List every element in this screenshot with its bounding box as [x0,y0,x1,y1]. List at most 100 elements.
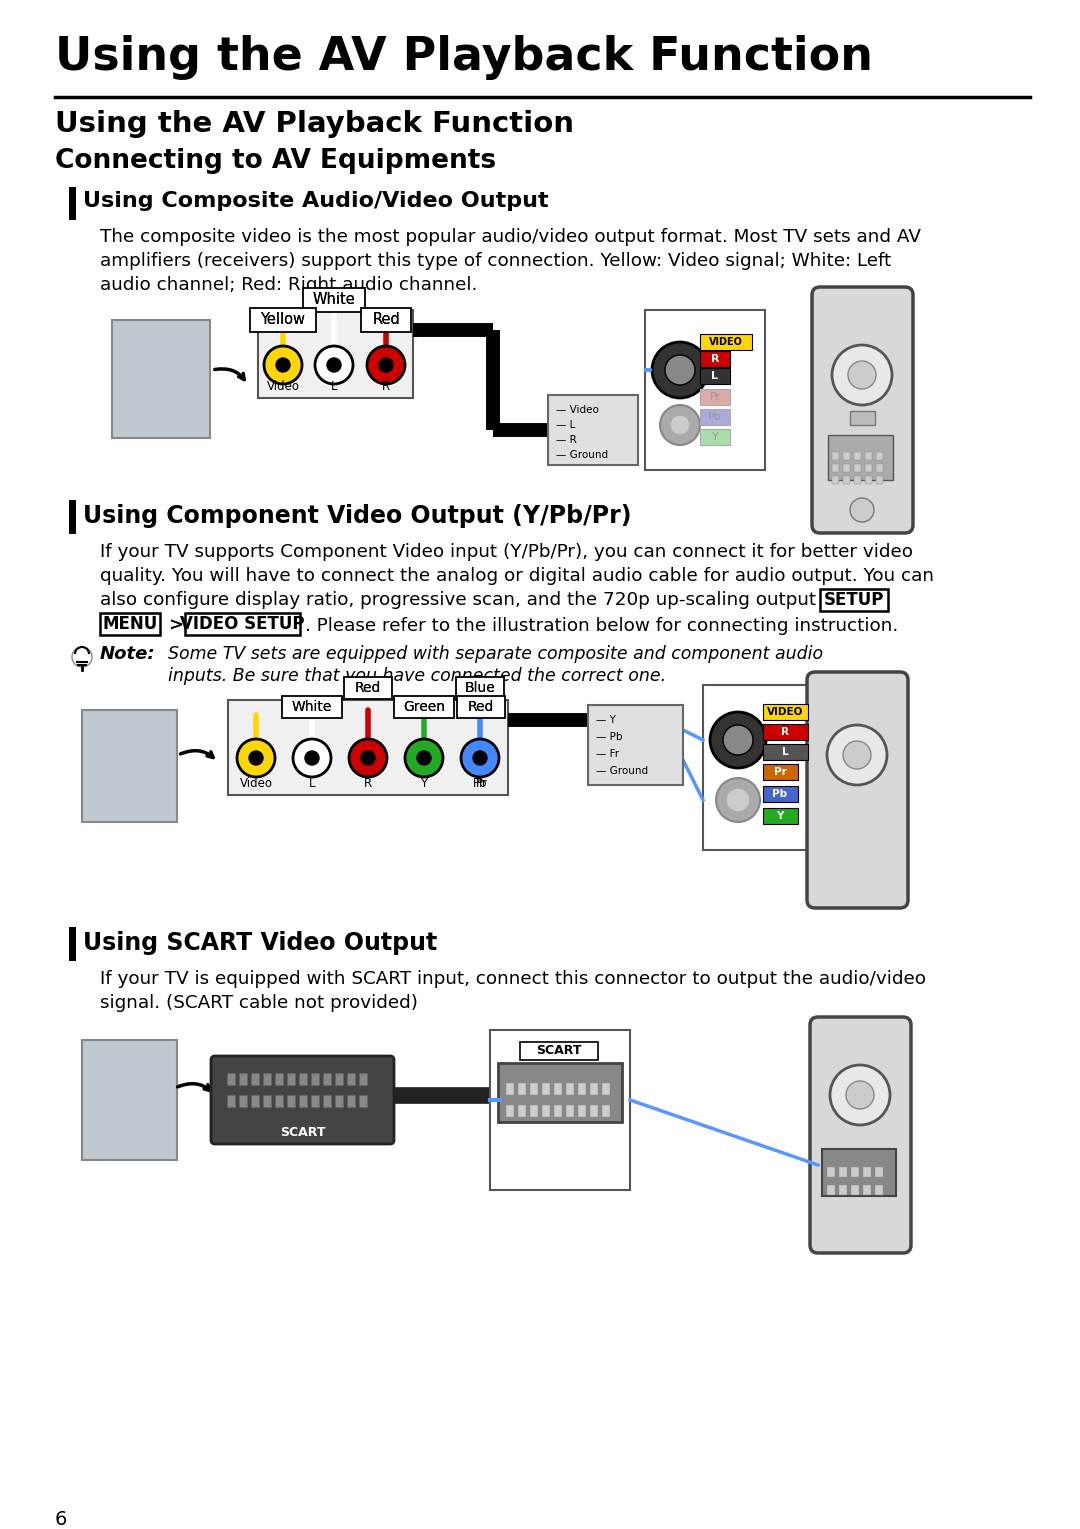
Text: Blue: Blue [464,680,496,696]
Text: Some TV sets are equipped with separate composite and component audio: Some TV sets are equipped with separate … [168,645,823,664]
Circle shape [665,355,696,385]
FancyBboxPatch shape [82,709,177,823]
Bar [347,1095,355,1107]
Bar [865,463,872,472]
Bar [323,1073,330,1086]
Text: >: > [168,618,183,635]
FancyBboxPatch shape [700,368,730,384]
Bar [850,411,875,425]
Circle shape [843,742,870,769]
Bar [590,1105,598,1118]
FancyBboxPatch shape [394,696,454,719]
Bar [875,1167,883,1177]
FancyBboxPatch shape [228,700,508,795]
Text: — Pb: — Pb [596,732,622,742]
Bar [566,1083,573,1095]
Text: L: L [712,372,718,381]
Circle shape [660,405,700,445]
Bar [264,1073,271,1086]
Circle shape [832,346,892,405]
Circle shape [305,751,319,764]
Text: — L: — L [556,420,576,430]
Text: VIDEO SETUP: VIDEO SETUP [179,615,305,633]
FancyBboxPatch shape [519,1041,598,1060]
Text: L: L [782,748,788,757]
Circle shape [710,713,766,768]
Bar [851,1185,859,1196]
FancyBboxPatch shape [548,394,638,465]
Bar [645,310,765,469]
Bar [602,1105,610,1118]
Circle shape [249,751,264,764]
Circle shape [405,739,443,777]
Text: If your TV supports Component Video input (Y/Pb/Pr), you can connect it for bett: If your TV supports Component Video inpu… [100,543,913,561]
Text: White: White [312,292,355,307]
Bar [832,476,839,485]
Circle shape [72,647,92,667]
Text: Red: Red [355,680,381,696]
FancyBboxPatch shape [457,696,505,719]
Text: MENU: MENU [103,615,158,633]
Circle shape [379,358,393,372]
Circle shape [367,346,405,384]
Text: signal. (SCART cable not provided): signal. (SCART cable not provided) [100,994,418,1012]
FancyBboxPatch shape [303,287,365,312]
Bar [832,463,839,472]
Text: SCART: SCART [537,1044,582,1058]
FancyBboxPatch shape [112,320,210,437]
Text: Green: Green [403,700,445,714]
Text: If your TV is equipped with SCART input, connect this connector to output the au: If your TV is equipped with SCART input,… [100,969,926,988]
Bar [335,1095,343,1107]
Text: Video: Video [240,777,272,790]
FancyBboxPatch shape [258,310,413,398]
Bar [490,1031,630,1190]
Circle shape [827,725,887,784]
Bar [518,1083,526,1095]
Text: SCART: SCART [280,1125,325,1139]
FancyBboxPatch shape [762,725,808,740]
Bar [876,463,883,472]
Text: Using Component Video Output (Y/Pb/Pr): Using Component Video Output (Y/Pb/Pr) [83,505,632,528]
Circle shape [349,739,387,777]
Text: Green: Green [403,700,445,714]
Bar [335,1073,343,1086]
Bar [530,1105,538,1118]
Bar [287,1073,295,1086]
Bar [854,463,861,472]
Text: Video: Video [267,381,299,393]
FancyBboxPatch shape [82,1040,177,1161]
Text: 6: 6 [55,1511,67,1529]
Text: Red: Red [468,700,495,714]
Text: White: White [292,700,333,714]
Text: White: White [312,292,355,307]
Bar [843,453,850,460]
Text: R: R [364,777,373,790]
Text: — Ground: — Ground [596,766,648,777]
FancyBboxPatch shape [822,1148,896,1196]
FancyBboxPatch shape [762,807,798,824]
FancyBboxPatch shape [345,677,392,699]
Text: L: L [309,777,315,790]
FancyBboxPatch shape [807,673,908,908]
Bar [827,1185,835,1196]
Bar [554,1083,562,1095]
Circle shape [417,751,431,764]
Text: — Video: — Video [556,405,599,414]
Bar [299,1095,307,1107]
Circle shape [473,751,487,764]
Text: Pb: Pb [772,789,787,800]
Bar [323,1095,330,1107]
Text: Using the AV Playback Function: Using the AV Playback Function [55,110,573,138]
Bar [843,463,850,472]
Circle shape [848,361,876,388]
Bar [865,453,872,460]
FancyBboxPatch shape [249,307,316,332]
Bar [566,1105,573,1118]
Bar [839,1185,847,1196]
Circle shape [723,725,753,755]
Text: Using Composite Audio/Video Output: Using Composite Audio/Video Output [83,191,549,211]
Text: Red: Red [373,312,400,327]
Text: . Please refer to the illustration below for connecting instruction.: . Please refer to the illustration below… [305,618,899,635]
FancyBboxPatch shape [185,613,300,635]
Circle shape [361,751,375,764]
